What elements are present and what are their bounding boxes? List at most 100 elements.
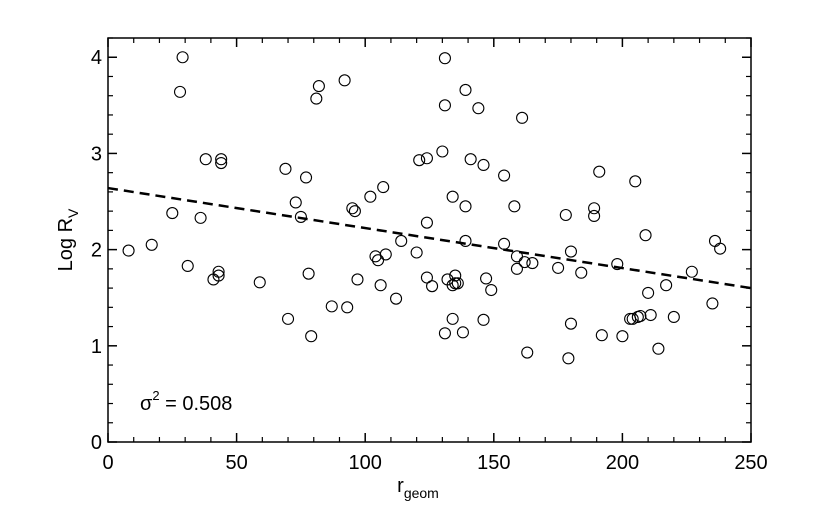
y-axis-label: Log RV — [55, 208, 81, 271]
data-point — [477, 158, 490, 172]
y-tick-label: 4 — [91, 47, 102, 69]
data-point — [639, 229, 652, 242]
data-point — [438, 327, 451, 340]
data-point — [253, 276, 266, 289]
data-point — [644, 308, 657, 322]
data-point — [485, 283, 498, 297]
data-point — [281, 312, 295, 325]
data-point — [616, 330, 629, 343]
data-point — [685, 265, 698, 278]
x-tick-label: 150 — [477, 452, 510, 474]
y-tick-label: 1 — [91, 336, 102, 358]
data-point — [446, 279, 459, 292]
data-point — [390, 292, 403, 305]
data-point — [294, 210, 307, 223]
data-point — [426, 280, 439, 293]
y-tick-label: 2 — [91, 240, 102, 262]
data-point — [708, 234, 722, 248]
data-point — [377, 181, 390, 194]
data-point — [706, 297, 719, 310]
data-point — [299, 171, 313, 184]
data-point — [410, 246, 423, 259]
data-point — [611, 257, 624, 271]
y-tick-label: 3 — [91, 143, 102, 165]
data-point — [348, 205, 361, 218]
data-point — [372, 254, 385, 267]
data-point — [459, 83, 472, 96]
x-tick-label: 0 — [102, 452, 113, 474]
data-point — [176, 51, 189, 64]
data-point — [449, 277, 462, 290]
data-point — [518, 256, 531, 269]
data-point — [510, 250, 523, 263]
data-point — [562, 352, 575, 365]
data-point — [310, 92, 323, 105]
data-point — [379, 248, 392, 261]
x-tick-label: 50 — [225, 452, 247, 474]
data-point — [413, 154, 426, 167]
data-point — [477, 313, 490, 326]
data-point — [122, 244, 135, 257]
y-tick-label: 0 — [91, 432, 102, 454]
data-point — [369, 250, 382, 263]
data-point — [346, 202, 359, 215]
data-point — [451, 277, 464, 290]
data-point — [626, 312, 639, 325]
data-point — [464, 153, 477, 166]
data-point — [595, 329, 608, 342]
data-point — [498, 169, 511, 182]
data-point — [593, 165, 606, 178]
data-point — [194, 211, 207, 224]
x-tick-label: 100 — [349, 452, 382, 474]
data-point — [341, 301, 354, 314]
data-point — [215, 156, 228, 170]
data-point — [446, 190, 459, 203]
data-point — [173, 85, 187, 98]
data-point — [480, 272, 493, 285]
regression-fit-line — [107, 186, 752, 290]
data-point — [588, 209, 601, 223]
data-point — [498, 237, 511, 250]
data-point — [395, 234, 408, 248]
data-point — [212, 269, 225, 282]
data-point — [446, 312, 459, 325]
data-point — [436, 145, 449, 158]
data-point — [575, 266, 588, 279]
data-point — [338, 74, 351, 87]
x-tick-label: 250 — [734, 452, 767, 474]
data-point — [667, 310, 680, 324]
data-point — [456, 326, 469, 339]
data-point — [449, 269, 462, 282]
data-point — [289, 196, 302, 209]
data-point — [508, 200, 521, 213]
data-point — [351, 273, 364, 286]
data-point — [166, 207, 179, 220]
data-point — [145, 238, 158, 251]
data-point — [438, 99, 451, 112]
data-point — [312, 80, 325, 93]
data-point — [559, 208, 572, 222]
data-point — [564, 317, 578, 330]
data-point — [629, 175, 642, 188]
data-point — [420, 152, 433, 165]
data-point — [199, 153, 212, 166]
data-point — [564, 245, 578, 258]
data-point — [714, 242, 727, 255]
data-point — [305, 330, 318, 343]
data-point — [420, 216, 433, 229]
plot-frame — [107, 37, 752, 443]
data-point — [374, 279, 387, 292]
data-point — [302, 267, 315, 280]
data-point — [438, 52, 451, 65]
axis-ticks — [107, 37, 752, 443]
data-point — [624, 312, 637, 325]
data-point — [510, 262, 523, 275]
variance-annotation: σ2 = 0.508 — [140, 388, 232, 415]
data-point — [212, 265, 225, 278]
data-point — [552, 261, 565, 274]
data-point — [181, 259, 194, 273]
data-point — [459, 200, 472, 213]
tick-labels: 0 50 100 150 200 250 0 1 2 3 4 — [91, 47, 768, 474]
data-point — [634, 309, 647, 323]
data-point — [660, 279, 673, 292]
